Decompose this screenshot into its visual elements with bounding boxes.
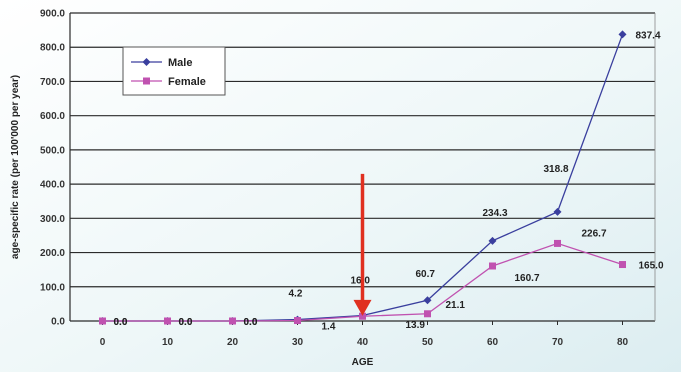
x-tick-label: 70 — [552, 337, 564, 348]
female-data-label: 1.4 — [322, 322, 336, 333]
x-tick-labels: 0 10 20 30 40 50 60 70 80 — [100, 337, 629, 348]
male-data-label: 837.4 — [636, 30, 661, 41]
female-data-label: 0.0 — [244, 317, 258, 328]
y-tick-label: 800.0 — [40, 43, 65, 54]
female-data-label: 165.0 — [639, 261, 664, 272]
y-axis-title: age-specific rate (per 100'000 per year) — [10, 75, 21, 259]
legend-female-marker — [143, 77, 150, 85]
y-tick-label: 100.0 — [40, 282, 65, 293]
legend-female-label: Female — [168, 76, 206, 88]
male-data-point — [488, 236, 497, 245]
male-data-point — [553, 207, 562, 216]
male-data-label: 60.7 — [416, 269, 436, 280]
male-data-label: 318.8 — [544, 164, 569, 175]
x-tick-label: 10 — [162, 337, 174, 348]
male-data-label: 0.0 — [114, 317, 128, 328]
x-tick-label: 0 — [100, 337, 106, 348]
y-tick-label: 900.0 — [40, 9, 65, 20]
female-data-point — [489, 262, 496, 270]
y-tick-label: 300.0 — [40, 214, 65, 225]
y-tick-label: 700.0 — [40, 77, 65, 88]
female-data-point — [424, 310, 431, 318]
legend: Male Female — [122, 46, 226, 96]
x-tick-label: 40 — [357, 337, 369, 348]
red-arrow-head — [353, 299, 372, 316]
male-data-label: 0.0 — [244, 317, 258, 328]
female-data-point — [164, 317, 171, 325]
male-data-label: 4.2 — [289, 289, 303, 300]
x-tick-label: 20 — [227, 337, 239, 348]
x-tick-label: 30 — [292, 337, 304, 348]
female-data-label: 226.7 — [582, 228, 607, 239]
female-data-label: 160.7 — [515, 273, 540, 284]
y-tick-label: 0.0 — [51, 317, 65, 328]
female-data-label: 0.0 — [114, 317, 128, 328]
male-data-label: 0.0 — [179, 317, 193, 328]
x-tick-label: 60 — [487, 337, 499, 348]
male-data-point — [423, 296, 432, 305]
legend-male-label: Male — [168, 57, 192, 69]
y-tick-label: 500.0 — [40, 145, 65, 156]
female-data-point — [229, 317, 236, 325]
y-tick-label: 400.0 — [40, 180, 65, 191]
male-data-label: 234.3 — [483, 208, 508, 219]
series-layer — [98, 30, 627, 325]
legend-box — [122, 46, 226, 96]
y-tick-labels: 0.0 100.0 200.0 300.0 400.0 500.0 600.0 700.0 80… — [40, 9, 65, 328]
female-data-point — [619, 261, 626, 269]
female-data-point — [554, 239, 561, 247]
legend-male-marker — [142, 58, 151, 66]
female-data-label: 0.0 — [179, 317, 193, 328]
female-data-point — [294, 317, 301, 325]
y-tick-label: 200.0 — [40, 248, 65, 259]
female-data-label: 21.1 — [446, 300, 466, 311]
female-data-point — [99, 317, 106, 325]
y-tick-label: 600.0 — [40, 111, 65, 122]
male-data-label: 16.0 — [351, 276, 371, 287]
male-data-point — [618, 30, 627, 39]
female-data-point — [359, 312, 366, 320]
annotation-layer — [353, 173, 372, 316]
x-tick-label: 50 — [422, 337, 434, 348]
x-axis-title: AGE — [352, 357, 374, 368]
x-tick-label: 80 — [617, 337, 629, 348]
female-data-label: 13.9 — [406, 320, 426, 331]
